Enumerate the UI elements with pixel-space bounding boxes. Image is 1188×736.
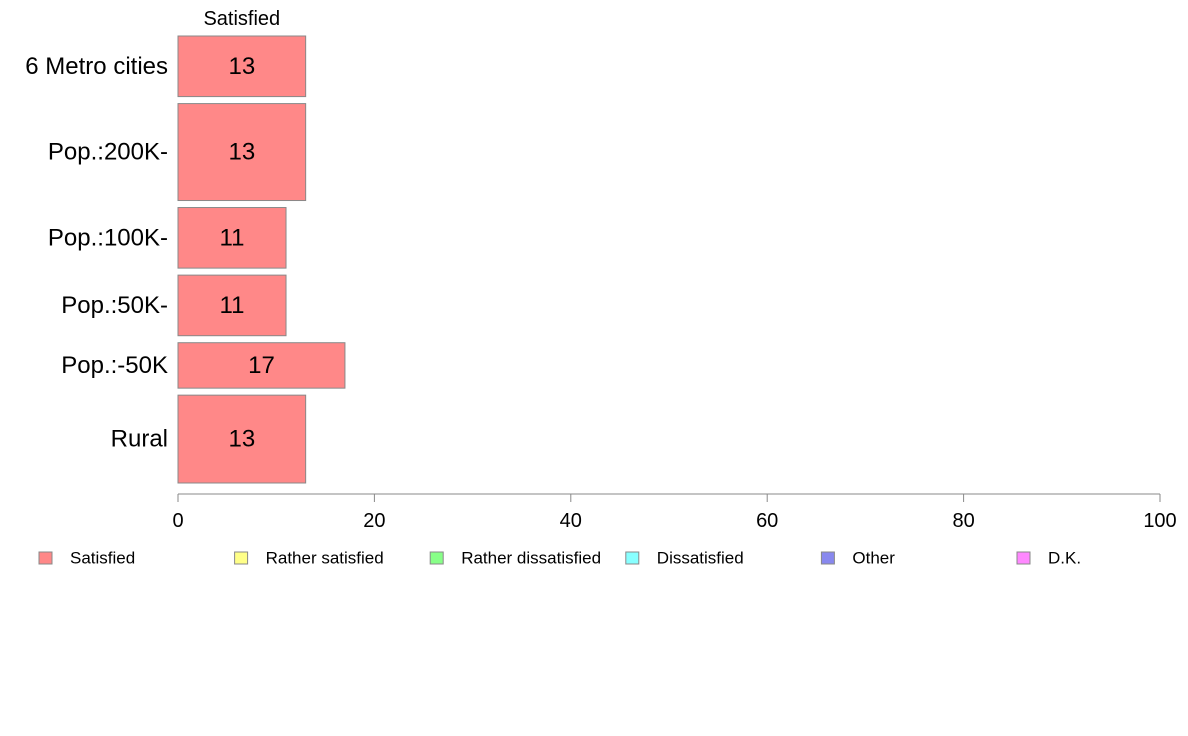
category-label: Pop.:200K-: [48, 139, 168, 166]
x-tick-label: 100: [1143, 510, 1176, 532]
x-tick-label: 40: [560, 510, 582, 532]
x-axis: 0 20 40 60 80 100: [172, 493, 1177, 532]
legend-label: Dissatisfied: [657, 549, 744, 568]
legend-swatch: [234, 551, 249, 565]
x-tick-label: 60: [756, 510, 778, 532]
category-label: Pop.:100K-: [48, 224, 168, 251]
bar-segment-satisfied: [177, 35, 307, 98]
bar-segment-satisfied: [177, 394, 307, 484]
legend-swatch: [38, 551, 53, 565]
category-labels: 6 Metro cities Pop.:200K- Pop.:100K- Pop.:5…: [25, 53, 168, 453]
legend-swatch: [1016, 551, 1031, 565]
x-tick-label: 20: [363, 510, 385, 532]
category-label: Pop.:50K-: [61, 292, 168, 319]
bar-segment-satisfied: [177, 274, 287, 337]
legend: Satisfied Rather satisfied Rather dissatis…: [38, 549, 1081, 568]
bars-layer: 13 13 11 11 17 13: [177, 35, 346, 484]
category-label: 6 Metro cities: [25, 53, 168, 80]
legend-label: Rather dissatisfied: [461, 549, 601, 568]
bar-segment-satisfied: [177, 103, 307, 202]
legend-label: Satisfied: [70, 549, 135, 568]
category-label: Pop.:-50K: [61, 352, 168, 379]
legend-swatch: [625, 551, 640, 565]
bar-value-label: 11: [220, 292, 245, 319]
x-tick-label: 80: [952, 510, 974, 532]
x-tick-label: 0: [172, 510, 183, 532]
series-header-label: Satisfied: [203, 8, 280, 30]
legend-label: Other: [852, 549, 895, 568]
legend-label: Rather satisfied: [266, 549, 384, 568]
bar-value-label: 13: [228, 53, 255, 80]
legend-label: D.K.: [1048, 549, 1081, 568]
bar-segment-satisfied: [177, 342, 346, 389]
bar-value-label: 13: [228, 426, 255, 453]
bar-value-label: 17: [248, 352, 275, 379]
category-label: Rural: [111, 426, 168, 453]
bar-value-label: 13: [228, 139, 255, 166]
legend-swatch: [820, 551, 835, 565]
bar-segment-satisfied: [177, 207, 287, 269]
legend-swatch: [429, 551, 444, 565]
bar-value-label: 11: [220, 224, 245, 251]
